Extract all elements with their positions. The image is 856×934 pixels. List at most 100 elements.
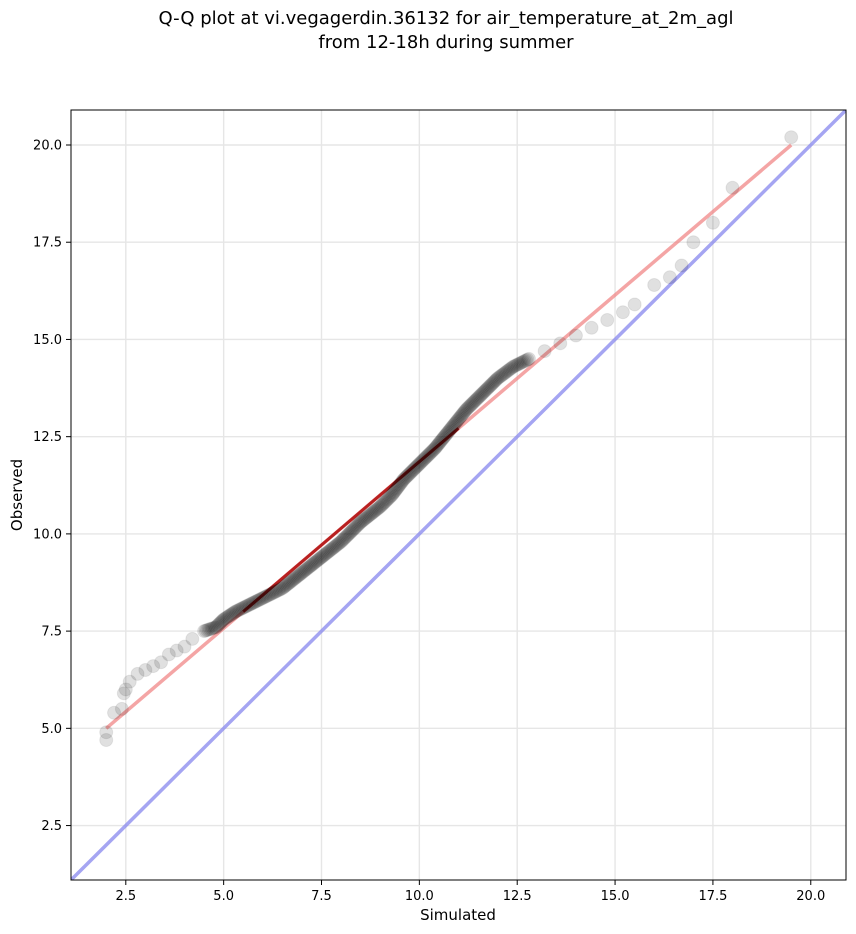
qq-point-218 — [442, 423, 457, 438]
qq-point-271 — [501, 363, 516, 378]
qq-point-24 — [209, 619, 224, 634]
qq-point-132 — [347, 520, 362, 535]
qq-point-57 — [254, 591, 269, 606]
qq-point-171 — [392, 477, 407, 492]
qq-point-219 — [443, 421, 458, 436]
qq-point-77 — [281, 576, 296, 591]
qq-point-178 — [400, 469, 415, 484]
qq-point-297 — [686, 235, 701, 250]
qq-point-245 — [470, 391, 485, 406]
qq-point-55 — [251, 593, 266, 608]
qq-point-187 — [410, 459, 425, 474]
qq-point-296 — [674, 258, 689, 273]
qq-point-11 — [161, 647, 176, 662]
qq-point-294 — [647, 278, 662, 292]
qq-point-236 — [460, 401, 475, 416]
qq-point-37 — [225, 606, 240, 621]
qq-point-248 — [473, 388, 488, 402]
qq-point-82 — [287, 571, 302, 586]
qq-point-273 — [503, 361, 518, 376]
qq-point-13 — [177, 639, 192, 654]
qq-point-73 — [276, 580, 291, 595]
qq-point-40 — [229, 603, 244, 618]
qq-point-232 — [456, 406, 471, 421]
qq-point-23 — [208, 620, 223, 635]
qq-point-28 — [214, 614, 229, 629]
qq-point-274 — [504, 360, 519, 375]
qq-point-224 — [448, 415, 463, 430]
qq-point-202 — [426, 442, 441, 457]
qq-point-45 — [236, 600, 251, 615]
qq-point-226 — [450, 413, 465, 428]
qq-point-100 — [309, 554, 324, 569]
qq-point-119 — [332, 535, 347, 550]
qq-point-240 — [464, 396, 479, 411]
qq-point-155 — [375, 497, 390, 512]
qq-point-237 — [461, 400, 476, 415]
y-axis-ticks: 2.5 5.0 7.5 10.0 12.5 15.0 17.5 20.0 — [33, 139, 71, 834]
qq-point-114 — [326, 540, 341, 555]
qq-point-300 — [784, 130, 799, 145]
qq-point-253 — [479, 382, 494, 397]
qq-point-120 — [334, 534, 349, 549]
qq-point-112 — [324, 542, 339, 557]
qq-point-20 — [204, 621, 219, 636]
qq-point-127 — [342, 526, 357, 541]
qq-point-108 — [319, 546, 334, 561]
qq-point-239 — [463, 398, 478, 412]
qq-point-216 — [440, 425, 455, 440]
qq-point-150 — [369, 502, 384, 517]
qq-point-148 — [367, 504, 382, 519]
fit-line-center — [242, 427, 460, 613]
qq-point-39 — [228, 604, 243, 619]
qq-point-38 — [227, 605, 242, 620]
y-tick-label-7: 20.0 — [33, 139, 62, 154]
qq-point-46 — [238, 599, 253, 614]
x-tick-label-5: 15.0 — [601, 889, 630, 904]
qq-point-129 — [344, 524, 359, 539]
qq-point-21 — [205, 621, 220, 636]
qq-point-164 — [385, 486, 400, 501]
qq-point-12 — [169, 643, 184, 658]
qq-point-231 — [455, 407, 470, 422]
qq-point-241 — [466, 395, 481, 410]
qq-point-76 — [280, 577, 295, 592]
qq-point-191 — [414, 454, 429, 469]
qq-point-223 — [447, 417, 462, 432]
qq-point-159 — [380, 492, 395, 507]
plot-frame — [70, 109, 847, 881]
qq-point-165 — [386, 485, 401, 500]
qq-point-209 — [433, 434, 448, 449]
x-tick-label-2: 7.5 — [311, 889, 332, 904]
qq-point-89 — [296, 564, 311, 579]
qq-point-116 — [329, 538, 344, 553]
qq-point-94 — [302, 559, 317, 574]
qq-point-281 — [514, 355, 529, 370]
qq-point-87 — [293, 566, 308, 581]
qq-point-138 — [354, 514, 369, 529]
qq-point-63 — [262, 587, 277, 602]
qq-point-18 — [201, 622, 216, 637]
qq-point-118 — [331, 536, 346, 551]
qq-point-84 — [290, 569, 305, 584]
qq-point-130 — [345, 523, 360, 538]
qq-point-205 — [429, 438, 444, 453]
qq-point-33 — [220, 609, 235, 624]
qq-point-268 — [497, 366, 512, 381]
qq-point-175 — [396, 472, 411, 487]
qq-point-244 — [469, 392, 484, 407]
qq-point-243 — [468, 393, 483, 408]
qq-point-43 — [234, 601, 249, 616]
qq-point-247 — [472, 389, 487, 404]
qq-point-0 — [99, 733, 114, 747]
qq-point-99 — [308, 555, 323, 570]
x-tick-label-6: 17.5 — [698, 889, 727, 904]
grid-lines — [71, 110, 846, 880]
qq-point-285 — [520, 352, 535, 367]
qq-point-6 — [122, 674, 137, 689]
qq-point-58 — [255, 591, 270, 606]
qq-point-208 — [432, 435, 447, 450]
qq-point-250 — [476, 385, 491, 400]
qq-point-170 — [391, 478, 406, 493]
qq-point-79 — [283, 574, 298, 589]
